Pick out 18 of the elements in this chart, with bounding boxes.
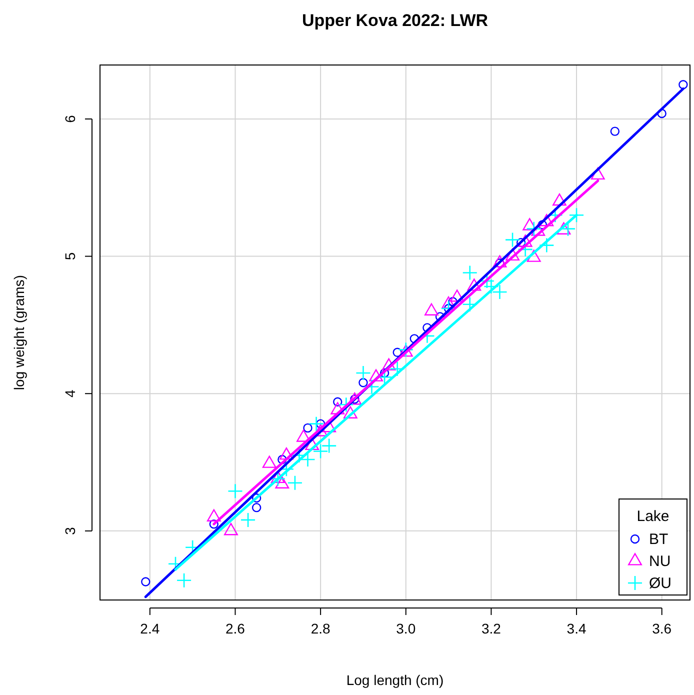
x-tick-label: 2.8 xyxy=(310,620,330,636)
x-tick-label: 2.4 xyxy=(140,620,160,636)
x-tick-label: 3.0 xyxy=(396,620,416,636)
y-axis-title: log weight (grams) xyxy=(11,274,27,390)
y-tick-label: 5 xyxy=(62,252,78,260)
y-tick-label: 4 xyxy=(62,390,78,398)
x-tick-label: 3.2 xyxy=(481,620,502,636)
legend-title: Lake xyxy=(636,508,670,525)
chart-title: Upper Kova 2022: LWR xyxy=(302,11,488,30)
x-tick-label: 3.4 xyxy=(566,620,586,636)
x-tick-label: 2.6 xyxy=(226,620,246,636)
legend-label: ØU xyxy=(649,575,672,592)
x-axis-title: Log length (cm) xyxy=(346,672,444,688)
legend-label: BT xyxy=(649,531,668,548)
x-tick-label: 3.6 xyxy=(652,620,672,636)
legend-label: NU xyxy=(649,553,671,570)
y-tick-label: 6 xyxy=(62,114,78,123)
y-tick-label: 3 xyxy=(62,526,78,535)
